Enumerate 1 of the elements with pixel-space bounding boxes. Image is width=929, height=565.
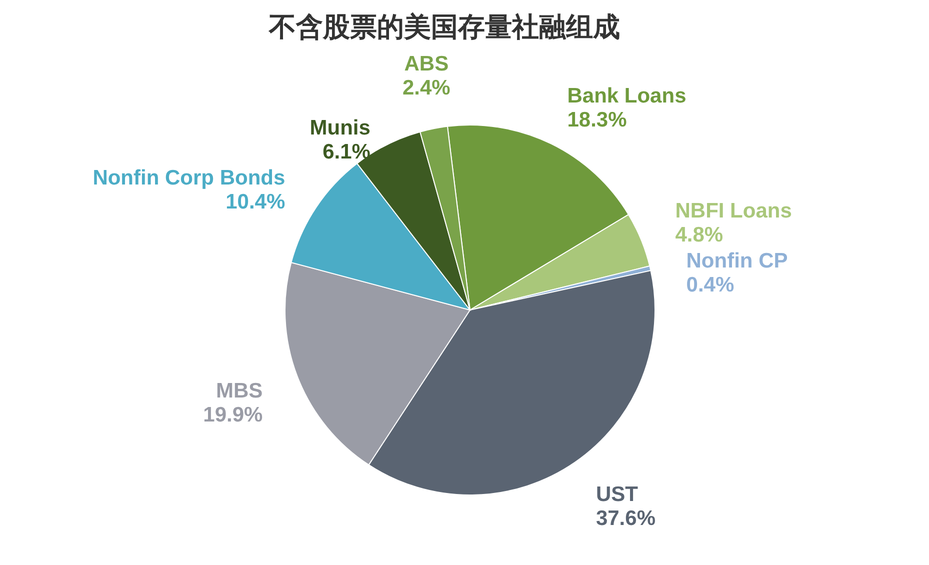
title: 不含股票的美国存量社融组成 <box>269 12 620 42</box>
